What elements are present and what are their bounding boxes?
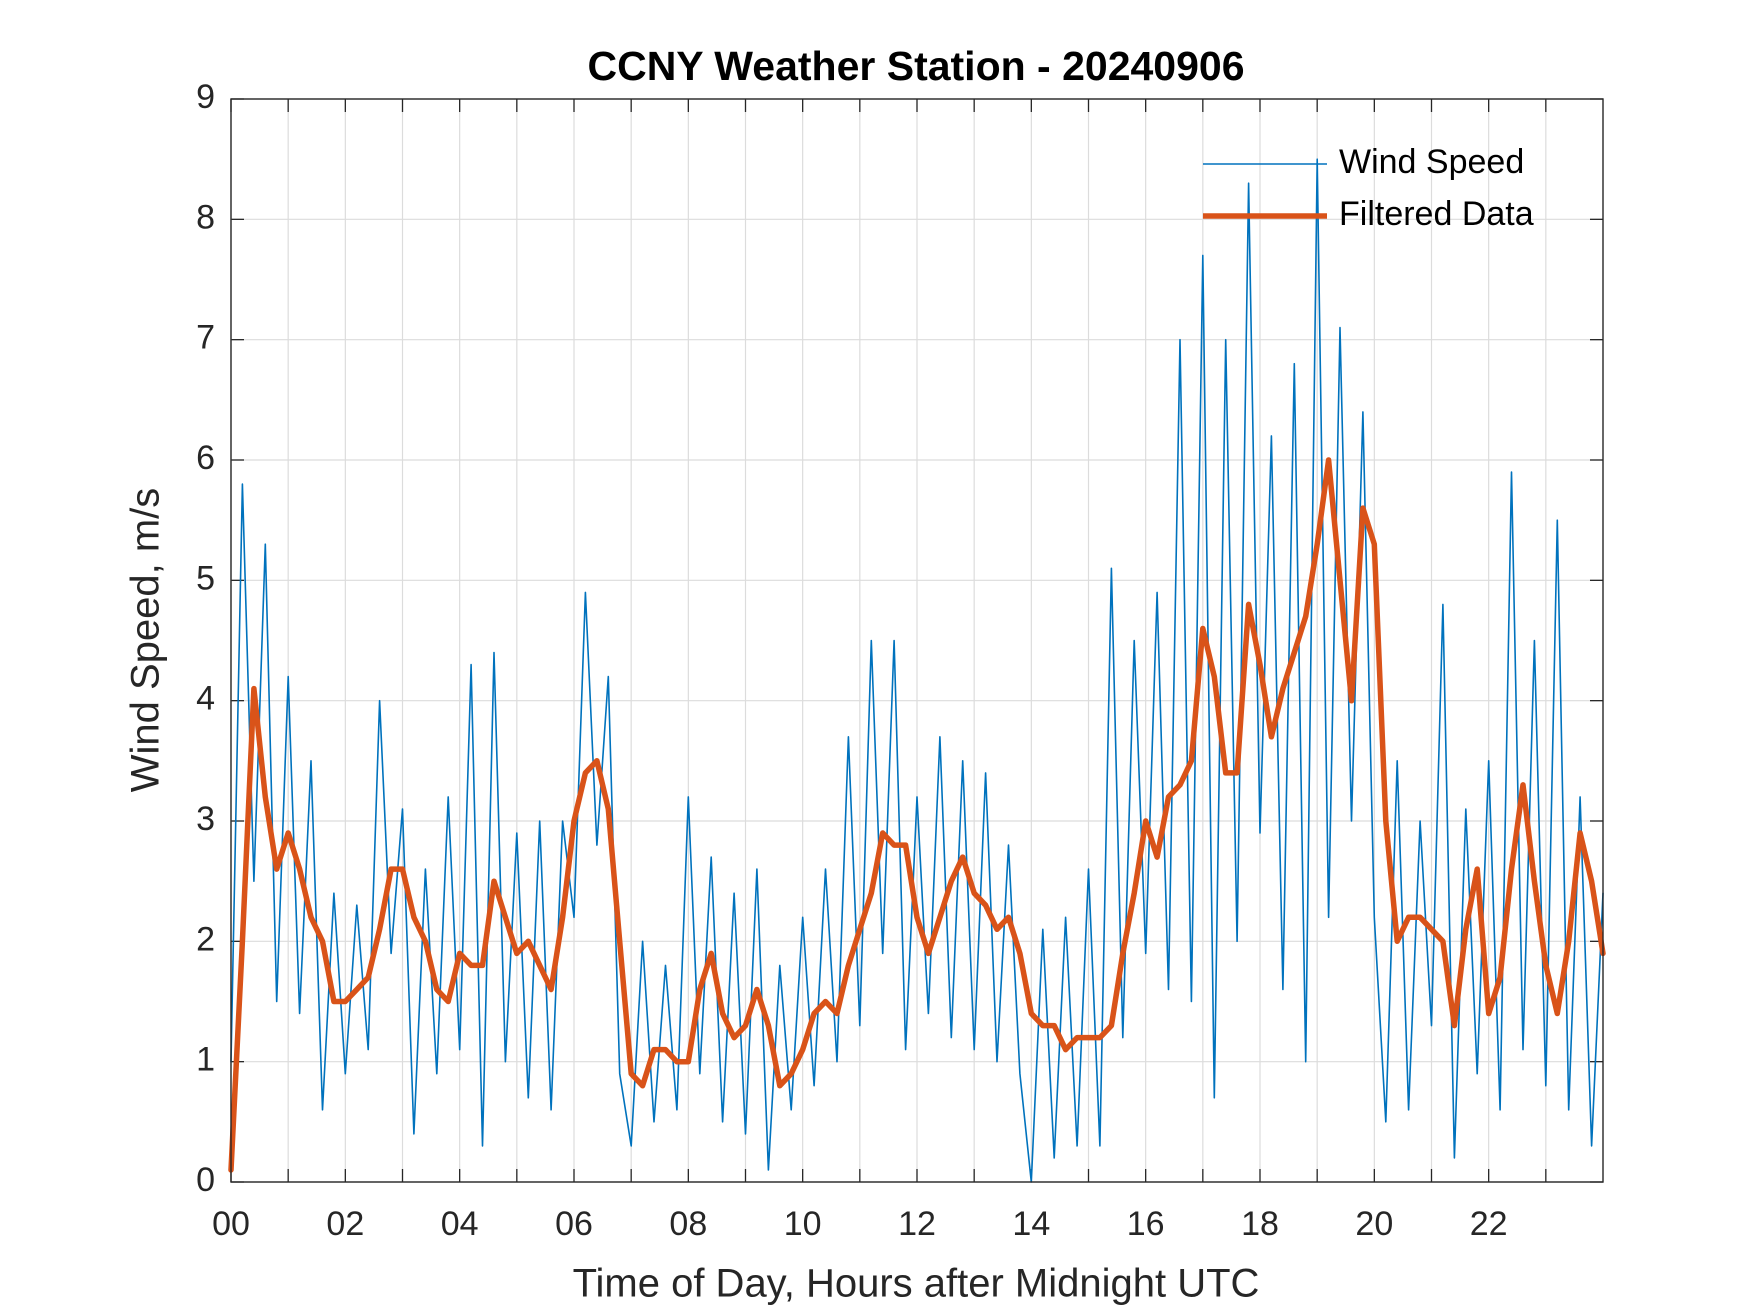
x-tick-label: 00 bbox=[212, 1205, 250, 1243]
x-tick-label: 16 bbox=[1127, 1205, 1165, 1243]
axes-box bbox=[230, 98, 1604, 1183]
x-tick-label: 10 bbox=[784, 1205, 822, 1243]
legend-label: Filtered Data bbox=[1339, 195, 1534, 233]
x-axis-label: Time of Day, Hours after Midnight UTC bbox=[573, 1262, 1260, 1306]
x-tick-label: 04 bbox=[441, 1205, 479, 1243]
data-line bbox=[228, 457, 1606, 1173]
x-tick-label: 06 bbox=[555, 1205, 593, 1243]
y-tick-label: 2 bbox=[196, 920, 215, 958]
y-tick-label: 0 bbox=[196, 1161, 215, 1199]
chart-title: CCNY Weather Station - 20240906 bbox=[587, 43, 1244, 89]
y-tick-label: 7 bbox=[196, 319, 215, 357]
x-tick-label: 12 bbox=[898, 1205, 936, 1243]
x-tick-label: 02 bbox=[326, 1205, 364, 1243]
y-tick-label: 4 bbox=[196, 680, 215, 718]
legend-label: Wind Speed bbox=[1339, 143, 1524, 181]
y-tick-label: 9 bbox=[196, 78, 215, 116]
x-tick-label: 14 bbox=[1012, 1205, 1050, 1243]
x-tick-label: 08 bbox=[669, 1205, 707, 1243]
y-tick-label: 6 bbox=[196, 439, 215, 477]
y-tick-label: 3 bbox=[196, 800, 215, 838]
y-tick-label: 8 bbox=[196, 198, 215, 236]
y-tick-label: 1 bbox=[196, 1041, 215, 1079]
x-tick-label: 22 bbox=[1470, 1205, 1508, 1243]
x-tick-label: 18 bbox=[1241, 1205, 1279, 1243]
x-tick-label: 20 bbox=[1355, 1205, 1393, 1243]
data-line bbox=[230, 158, 1604, 1183]
y-tick-label: 5 bbox=[196, 559, 215, 597]
y-axis-label: Wind Speed, m/s bbox=[124, 488, 168, 793]
